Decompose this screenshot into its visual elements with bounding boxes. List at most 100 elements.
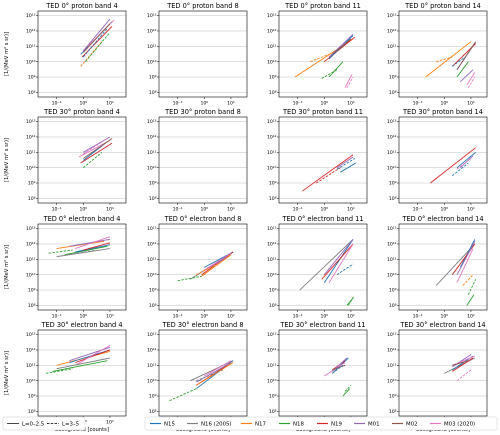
legend-label: N16 (2005) — [201, 422, 232, 428]
panel-title: TED 0° electron band 11 — [281, 215, 363, 223]
y-tick-label: 10¹⁰ — [267, 272, 277, 278]
series-line — [456, 241, 476, 275]
series-line — [201, 254, 232, 277]
y-tick-label: 10⁸ — [149, 90, 157, 96]
panel: TED 30° proton band 14 10⁻¹ 10⁰ 10¹ 10⁸ 10⁹ 10… — [387, 108, 488, 213]
y-tick-label: 10⁸ — [389, 303, 397, 309]
y-tick-label: 10¹² — [26, 348, 36, 354]
panel-frame — [278, 329, 368, 417]
series-line — [83, 138, 108, 155]
y-tick-label: 10¹³ — [387, 226, 397, 232]
series-line — [75, 344, 111, 366]
legend-label: M02 — [406, 422, 418, 428]
y-tick-label: 10¹² — [147, 242, 157, 248]
panel: TED 0° electron band 11 10⁻¹ 10⁰ 10¹ 10⁸ 10⁹ 1… — [267, 215, 368, 320]
series-line — [204, 360, 232, 377]
series-line — [82, 27, 108, 58]
panel-frame — [158, 223, 248, 311]
y-tick-label: 10¹² — [147, 29, 157, 35]
series-line — [83, 242, 111, 251]
panel: TED 30° proton band 4 10⁻¹ 10⁰ 10¹ 10⁸ 10⁹ 10¹… — [4, 108, 127, 213]
x-tick-label: 10⁻¹ — [413, 101, 423, 107]
x-tick-label: 10⁻¹ — [173, 314, 183, 320]
series-line — [344, 384, 352, 392]
y-tick-label: 10¹⁰ — [26, 378, 36, 384]
legend-linestyle: L=0–2.5 L=3–5 — [2, 416, 86, 431]
legend-label: N15 — [164, 422, 175, 428]
series-line — [83, 138, 113, 159]
series-line — [346, 297, 354, 306]
x-tick-label: 10⁻¹ — [293, 314, 303, 320]
series-line — [75, 244, 111, 253]
y-tick-label: 10¹⁰ — [147, 272, 157, 278]
y-tick-label: 10⁸ — [389, 409, 397, 415]
series-line — [328, 243, 354, 283]
panel-title: TED 0° proton band 4 — [45, 2, 118, 10]
y-tick-label: 10⁹ — [149, 75, 157, 81]
series-line — [323, 239, 354, 283]
series-line — [452, 357, 474, 372]
y-tick-label: 10⁸ — [269, 196, 277, 202]
panel-frame — [398, 329, 488, 417]
y-tick-label: 10⁸ — [28, 196, 36, 202]
y-tick-label: 10¹³ — [267, 226, 277, 232]
panel-frame — [158, 10, 248, 98]
x-tick-label: 10⁻¹ — [293, 101, 303, 107]
y-tick-label: 10¹³ — [147, 332, 157, 338]
panel: TED 30° proton band 11 10⁻¹ 10⁰ 10¹ 10⁸ 10⁹ 10… — [267, 108, 368, 213]
series-line — [456, 158, 472, 170]
series-line — [324, 36, 356, 63]
x-tick-label: 10⁰ — [320, 207, 328, 213]
y-tick-label: 10¹¹ — [26, 44, 36, 50]
x-tick-label: 10¹ — [467, 314, 475, 320]
panel-title: TED 30° proton band 8 — [164, 108, 241, 116]
y-tick-label: 10⁹ — [149, 181, 157, 187]
y-tick-label: 10⁸ — [269, 409, 277, 415]
y-tick-label: 10⁸ — [28, 303, 36, 309]
x-tick-label: 10⁰ — [200, 314, 208, 320]
x-tick-label: 10⁰ — [200, 101, 208, 107]
y-tick-label: 10⁸ — [389, 196, 397, 202]
x-tick-label: 10¹ — [106, 101, 114, 107]
y-tick-label: 10¹⁰ — [147, 378, 157, 384]
panel-title: TED 30° electron band 14 — [399, 321, 485, 329]
x-tick-label: 10¹ — [467, 101, 475, 107]
panel-title: TED 30° electron band 4 — [40, 321, 122, 329]
y-tick-label: 10¹³ — [26, 119, 36, 125]
y-axis-label: [1/(MeV m² s sr)] — [4, 138, 10, 182]
series-line — [196, 263, 218, 276]
series-line — [201, 251, 234, 276]
y-tick-label: 10¹³ — [267, 119, 277, 125]
y-tick-label: 10⁹ — [28, 288, 36, 294]
panel-title: TED 30° proton band 4 — [43, 108, 120, 116]
panel-title: TED 30° electron band 11 — [279, 321, 365, 329]
panel-frame — [37, 329, 127, 417]
series-line — [452, 56, 466, 67]
x-tick-label: 10⁰ — [320, 101, 328, 107]
series-line — [342, 388, 351, 397]
series-line — [69, 238, 111, 247]
y-tick-label: 10⁹ — [269, 181, 277, 187]
y-tick-label: 10¹⁰ — [267, 59, 277, 65]
y-tick-label: 10¹³ — [26, 13, 36, 19]
y-tick-label: 10⁹ — [149, 288, 157, 294]
panel: TED 0° electron band 8 10⁻¹ 10⁰ 10¹ 10⁸ 10⁹ 10… — [147, 215, 248, 320]
legend-label: L=0–2.5 — [22, 422, 44, 428]
y-tick-label: 10⁹ — [389, 394, 397, 400]
y-tick-label: 10¹¹ — [387, 363, 397, 369]
series-line — [321, 69, 338, 79]
series-line — [82, 18, 111, 52]
x-tick-label: 10⁰ — [440, 101, 448, 107]
y-tick-label: 10⁸ — [149, 409, 157, 415]
legend-label: M01 — [368, 422, 380, 428]
y-tick-label: 10⁹ — [389, 181, 397, 187]
series-line — [82, 23, 111, 53]
x-tick-label: 10⁰ — [79, 314, 87, 320]
series-line — [83, 136, 111, 153]
series-line — [336, 156, 354, 169]
panel-title: TED 0° proton band 14 — [404, 2, 481, 10]
series-line — [52, 360, 108, 372]
series-line — [69, 249, 97, 256]
x-tick-label: 10⁰ — [79, 207, 87, 213]
